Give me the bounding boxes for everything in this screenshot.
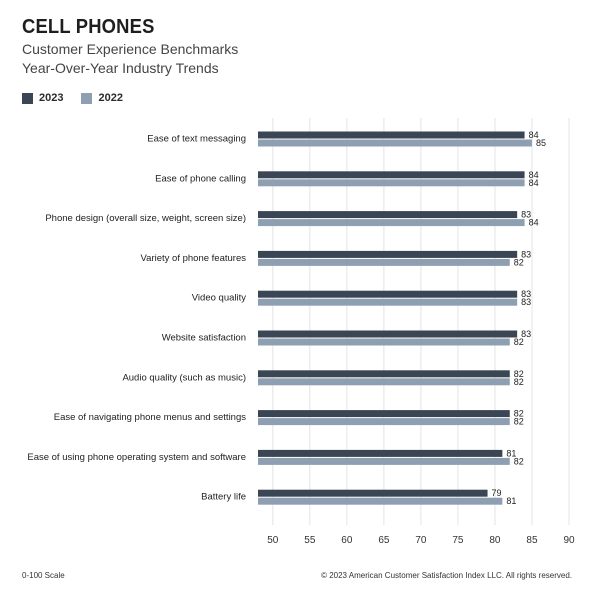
category-label-ease-of-navigating-phone-menus-and-settings: Ease of navigating phone menus and setti… — [54, 412, 246, 423]
x-tick-label-65: 65 — [378, 535, 390, 546]
bar-2022-phone-design-overall-size-weight-screen-size — [258, 219, 525, 227]
category-label-phone-design-overall-size-weight-screen-size: Phone design (overall size, weight, scre… — [45, 213, 246, 224]
bar-2023-ease-of-navigating-phone-menus-and-settings — [258, 410, 510, 418]
data-label-2023-variety-of-phone-features: 83 — [521, 249, 531, 259]
data-label-2023-ease-of-navigating-phone-menus-and-settings: 82 — [514, 409, 524, 419]
x-tick-label-80: 80 — [489, 535, 501, 546]
chart-title: CELL PHONES — [22, 16, 155, 38]
data-label-2022-ease-of-using-phone-operating-system-and-software: 82 — [514, 456, 524, 466]
category-label-website-satisfaction: Website satisfaction — [162, 333, 246, 344]
data-label-2022-audio-quality-such-as-music: 82 — [514, 377, 524, 387]
data-label-2023-ease-of-phone-calling: 84 — [529, 170, 539, 180]
data-label-2022-battery-life: 81 — [506, 496, 516, 506]
x-tick-label-50: 50 — [267, 535, 279, 546]
data-label-2022-variety-of-phone-features: 82 — [514, 257, 524, 267]
data-label-2023-website-satisfaction: 83 — [521, 329, 531, 339]
bar-2023-video-quality — [258, 290, 518, 298]
data-label-2022-ease-of-text-messaging: 85 — [536, 138, 546, 148]
x-tick-label-90: 90 — [563, 535, 575, 546]
bar-2022-ease-of-phone-calling — [258, 179, 525, 187]
chart-subtitle-line-1: Customer Experience Benchmarks — [22, 41, 239, 57]
data-label-2022-video-quality: 83 — [521, 297, 531, 307]
bar-2023-ease-of-phone-calling — [258, 171, 525, 179]
x-tick-label-70: 70 — [415, 535, 427, 546]
scale-note: 0-100 Scale — [22, 571, 65, 580]
data-label-2023-ease-of-using-phone-operating-system-and-software: 81 — [506, 448, 516, 458]
bar-2022-ease-of-text-messaging — [258, 139, 532, 147]
bar-2022-website-satisfaction — [258, 338, 510, 346]
bar-2023-ease-of-text-messaging — [258, 131, 525, 139]
chart-subtitle-line-2: Year-Over-Year Industry Trends — [22, 60, 219, 76]
category-label-battery-life: Battery life — [201, 492, 246, 503]
legend-swatch-2023 — [22, 92, 33, 104]
legend-item-2022: 2022 — [81, 92, 123, 104]
bar-2022-variety-of-phone-features — [258, 258, 510, 266]
legend: 2023 2022 — [22, 92, 123, 104]
category-label-video-quality: Video quality — [192, 293, 246, 304]
x-tick-label-60: 60 — [341, 535, 353, 546]
data-label-2023-ease-of-text-messaging: 84 — [529, 130, 539, 140]
category-label-ease-of-text-messaging: Ease of text messaging — [147, 134, 246, 145]
category-label-variety-of-phone-features: Variety of phone features — [141, 253, 247, 264]
category-label-audio-quality-such-as-music: Audio quality (such as music) — [122, 372, 246, 383]
bar-2023-phone-design-overall-size-weight-screen-size — [258, 211, 518, 219]
bar-2023-website-satisfaction — [258, 330, 518, 338]
bar-2023-variety-of-phone-features — [258, 250, 518, 258]
bar-2022-audio-quality-such-as-music — [258, 378, 510, 386]
bar-2022-battery-life — [258, 497, 503, 505]
x-tick-label-55: 55 — [304, 535, 316, 546]
data-label-2022-website-satisfaction: 82 — [514, 337, 524, 347]
legend-label-2023: 2023 — [39, 92, 64, 104]
category-label-ease-of-phone-calling: Ease of phone calling — [155, 173, 246, 184]
data-label-2022-phone-design-overall-size-weight-screen-size: 84 — [529, 218, 539, 228]
category-label-ease-of-using-phone-operating-system-and-software: Ease of using phone operating system and… — [27, 452, 246, 463]
copyright-note: © 2023 American Customer Satisfaction In… — [321, 571, 572, 580]
data-label-2023-audio-quality-such-as-music: 82 — [514, 369, 524, 379]
x-tick-label-85: 85 — [526, 535, 538, 546]
bar-2022-video-quality — [258, 298, 518, 306]
x-tick-label-75: 75 — [452, 535, 464, 546]
bar-2023-battery-life — [258, 489, 488, 497]
legend-swatch-2022 — [81, 92, 93, 104]
data-label-2022-ease-of-navigating-phone-menus-and-settings: 82 — [514, 417, 524, 427]
data-label-2023-battery-life: 79 — [492, 488, 502, 498]
legend-label-2022: 2022 — [98, 92, 123, 104]
data-label-2023-video-quality: 83 — [521, 289, 531, 299]
bar-2022-ease-of-navigating-phone-menus-and-settings — [258, 418, 510, 426]
bar-chart: 50 55 60 65 70 75 80 85 90 Ease of text messaging… — [27, 118, 575, 546]
bar-2023-audio-quality-such-as-music — [258, 370, 510, 378]
bar-2022-ease-of-using-phone-operating-system-and-software — [258, 457, 510, 465]
data-label-2023-phone-design-overall-size-weight-screen-size: 83 — [521, 210, 531, 220]
bar-2023-ease-of-using-phone-operating-system-and-software — [258, 449, 503, 457]
data-label-2022-ease-of-phone-calling: 84 — [529, 178, 539, 188]
legend-item-2023: 2023 — [22, 92, 63, 104]
